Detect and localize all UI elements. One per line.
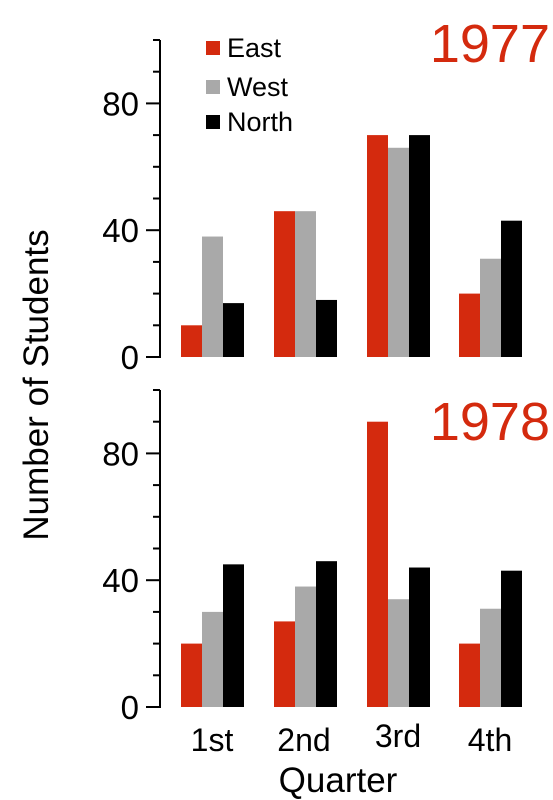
legend: East West North [206, 33, 293, 137]
bar-1977-north-3rd [409, 135, 430, 357]
y-tick-label-80: 80 [102, 435, 139, 472]
y-tick-label-40: 40 [102, 562, 139, 599]
bar-1977-east-1st [181, 325, 202, 357]
bar-1977-north-4th [501, 220, 522, 357]
panel-1978: 0 40 80 [102, 389, 522, 726]
y-tick-label-0: 0 [121, 689, 139, 726]
y-tick-label-0: 0 [121, 339, 139, 376]
bar-1978-east-2nd [274, 621, 295, 707]
bar-1978-east-4th [459, 643, 480, 707]
bar-1977-north-1st [223, 303, 244, 357]
legend-label-west: West [227, 72, 289, 102]
legend-label-east: East [227, 33, 282, 63]
bar-1977-east-2nd [274, 211, 295, 357]
x-tick-label-2nd: 2nd [277, 722, 330, 758]
bar-1977-west-3rd [388, 147, 409, 357]
x-tick-label-3rd: 3rd [375, 718, 421, 754]
bar-1978-west-1st [202, 611, 223, 707]
legend-swatch-north [206, 115, 220, 129]
bar-1978-north-1st [223, 564, 244, 707]
legend-label-north: North [227, 107, 293, 137]
x-tick-label-1st: 1st [191, 722, 234, 758]
legend-swatch-west [206, 80, 220, 94]
panel-1978-year-label: 1978 [430, 392, 550, 452]
bar-1978-north-4th [501, 570, 522, 707]
bar-1977-north-2nd [316, 299, 337, 357]
bar-1978-east-1st [181, 643, 202, 707]
bar-1977-east-3rd [367, 135, 388, 357]
bar-1977-west-4th [480, 258, 501, 357]
panel-1977: 0 40 80 [102, 39, 522, 376]
legend-swatch-east [206, 41, 220, 55]
panel-1977-year-label: 1977 [430, 14, 550, 74]
bar-1978-north-3rd [409, 567, 430, 707]
bar-1978-west-4th [480, 608, 501, 707]
y-tick-label-40: 40 [102, 212, 139, 249]
bar-1978-west-2nd [295, 586, 316, 707]
y-axis-title: Number of Students [17, 229, 56, 540]
y-tick-label-80: 80 [102, 85, 139, 122]
x-axis-title: Quarter [279, 761, 398, 800]
bar-1978-north-2nd [316, 561, 337, 707]
bar-1977-west-1st [202, 236, 223, 357]
bar-1977-west-2nd [295, 211, 316, 357]
bar-1977-east-4th [459, 293, 480, 357]
bar-1978-west-3rd [388, 599, 409, 707]
x-tick-label-4th: 4th [468, 722, 512, 758]
bar-1978-east-3rd [367, 421, 388, 707]
